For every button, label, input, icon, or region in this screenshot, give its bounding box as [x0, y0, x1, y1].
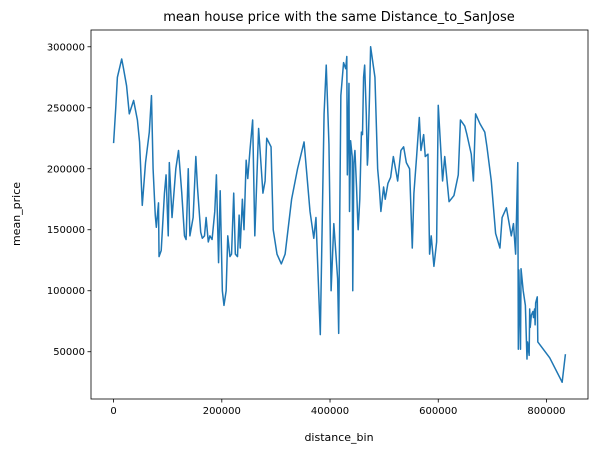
x-tick-label: 800000: [527, 406, 565, 417]
axes-frame: [90, 29, 589, 400]
x-tick-label: 600000: [419, 406, 457, 417]
x-axis-label: distance_bin: [304, 431, 373, 444]
y-tick-label: 250000: [47, 103, 85, 114]
y-tick-label: 150000: [47, 225, 85, 236]
y-axis-label: mean_price: [10, 182, 23, 246]
x-tick-label: 0: [110, 406, 116, 417]
data-line: [112, 46, 567, 383]
y-tick-label: 200000: [47, 164, 85, 175]
y-tick-label: 100000: [47, 286, 85, 297]
x-tick-label: 200000: [203, 406, 241, 417]
chart-title: mean house price with the same Distance_…: [163, 10, 514, 25]
x-tick-label: 400000: [311, 406, 349, 417]
y-tick-label: 50000: [53, 347, 85, 358]
y-tick-label: 300000: [47, 42, 85, 53]
